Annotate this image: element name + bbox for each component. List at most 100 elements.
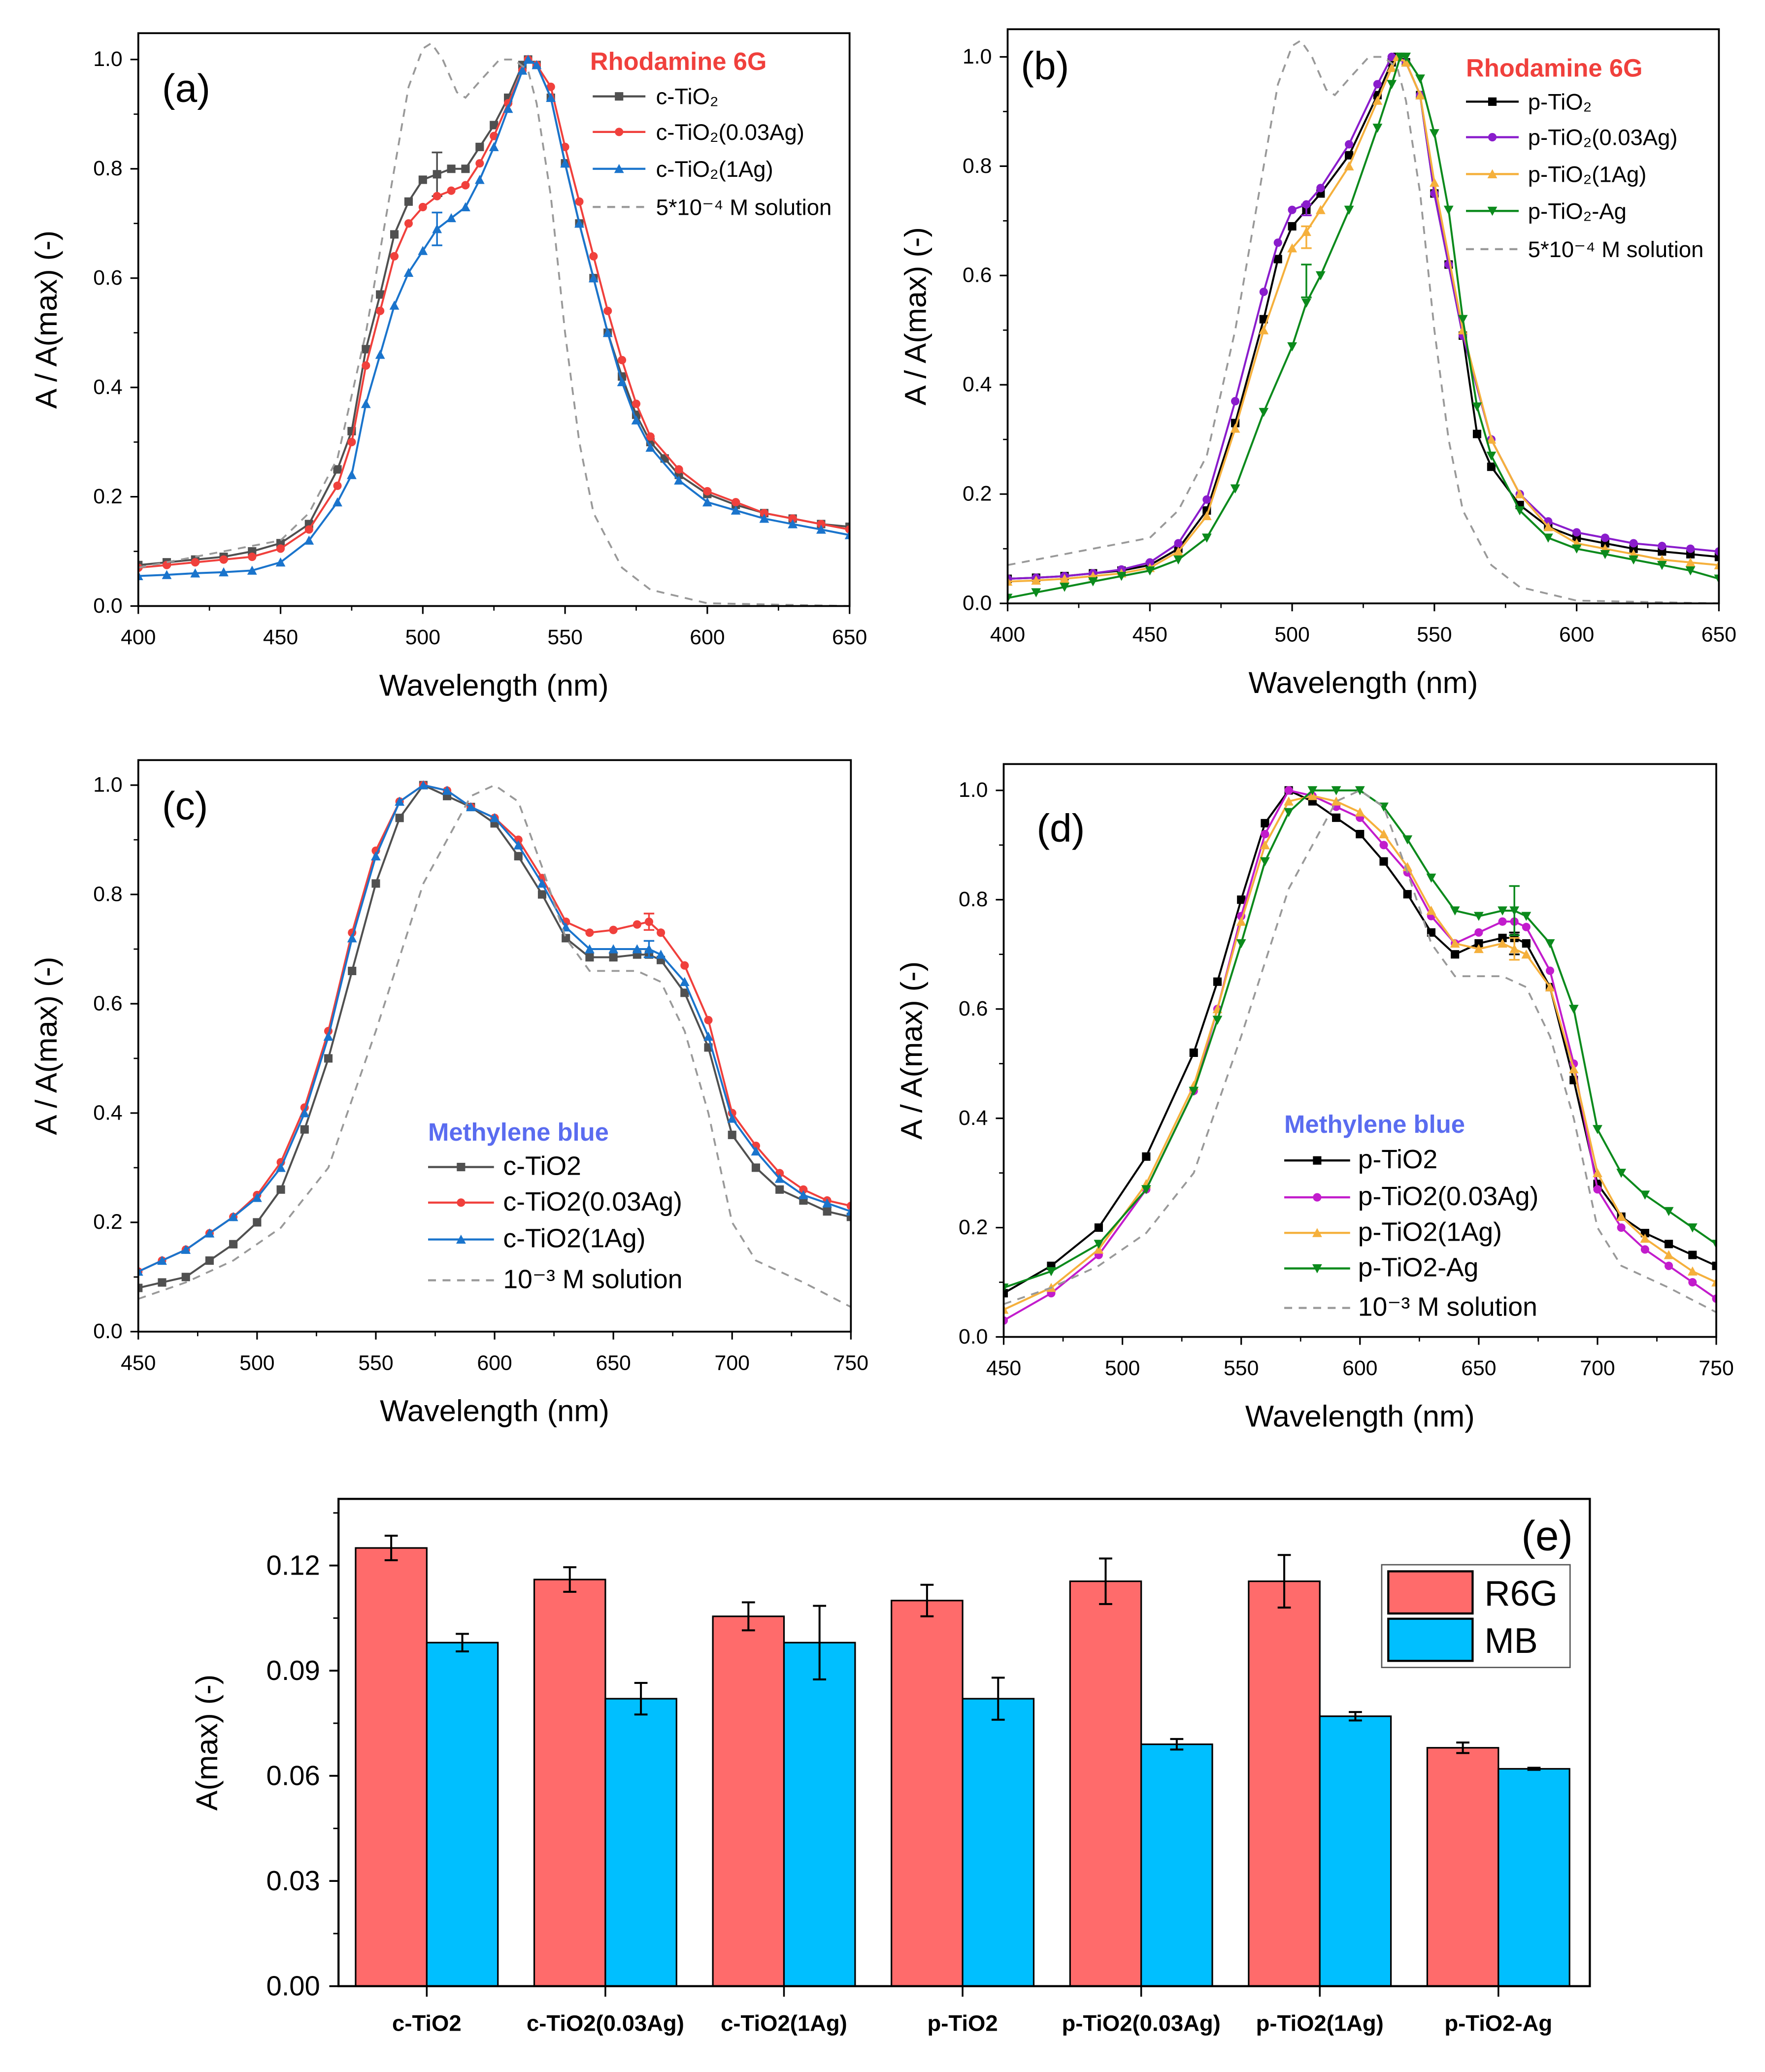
panel-label: (a): [162, 66, 210, 110]
x-tick-label: 550: [358, 1351, 393, 1375]
marker-triangle-down: [1450, 906, 1460, 916]
category-label: p-TiO2(0.03Ag): [1062, 2011, 1220, 2036]
marker-circle: [191, 558, 200, 567]
marker-square: [229, 1240, 238, 1249]
marker-triangle-down: [1402, 835, 1413, 845]
error-bar: [1509, 937, 1520, 961]
marker-circle: [589, 252, 598, 261]
marker-circle: [219, 555, 228, 564]
bar-r6g: [1426, 1742, 1499, 1987]
y-tick-label: 0.4: [963, 373, 992, 396]
marker-triangle-down: [1545, 939, 1555, 949]
legend-label: p-TiO2: [1358, 1145, 1437, 1174]
marker-circle: [1593, 1185, 1602, 1194]
series-line: [138, 784, 851, 1289]
marker-square: [490, 121, 499, 130]
marker-circle: [1658, 542, 1666, 551]
panel-label: (e): [1521, 1513, 1573, 1560]
marker-square: [181, 1273, 190, 1282]
marker-circle: [1600, 533, 1609, 542]
y-tick-label: 1.0: [93, 47, 122, 71]
y-tick-label: 1.0: [959, 778, 988, 802]
legend-swatch: [1387, 1570, 1474, 1615]
marker-triangle-up: [228, 1212, 238, 1221]
marker-triangle-up: [1543, 522, 1553, 531]
legend-label: 10⁻³ M solution: [503, 1265, 682, 1294]
marker-square: [1332, 813, 1341, 822]
marker-triangle-up: [631, 415, 641, 425]
y-tick-label: 0.6: [93, 991, 122, 1015]
series-line: [138, 58, 850, 577]
marker-circle: [1273, 238, 1282, 247]
y-tick-label: 0.00: [266, 1970, 320, 2001]
marker-square: [1665, 1240, 1673, 1249]
marker-triangle-down: [1060, 583, 1069, 592]
y-axis-label: A / A(max) (-): [30, 957, 64, 1135]
marker-triangle-up: [645, 442, 656, 452]
marker-square: [846, 1213, 851, 1221]
marker-square: [1189, 1048, 1198, 1057]
marker-triangle-up: [456, 1234, 466, 1244]
y-tick-label: 0.6: [959, 997, 988, 1020]
y-tick-label: 0.06: [266, 1760, 320, 1791]
marker-triangle-up: [1498, 938, 1507, 948]
marker-triangle-down: [1401, 52, 1411, 62]
marker-triangle-up: [1402, 862, 1413, 871]
marker-circle: [457, 1198, 466, 1207]
series-line: [138, 784, 851, 1308]
bar-mb: [783, 1605, 856, 1987]
marker-triangle-up: [1379, 829, 1389, 839]
marker-square: [775, 1185, 784, 1194]
marker-circle: [362, 361, 370, 370]
x-axis-label: Wavelength (nm): [1245, 1399, 1475, 1433]
marker-square: [1273, 255, 1282, 263]
marker-triangle-down: [1260, 857, 1270, 866]
x-tick-label: 700: [715, 1351, 750, 1375]
plot-frame: [1002, 763, 1717, 1338]
x-tick-label: 550: [547, 625, 582, 649]
marker-circle: [788, 514, 797, 523]
marker-triangle-up: [461, 202, 470, 211]
series-1: [138, 55, 850, 572]
y-axis-label: A(max) (-): [190, 1675, 224, 1811]
marker-triangle-up: [389, 300, 400, 310]
marker-circle: [1345, 140, 1354, 149]
marker-triangle-down: [1657, 560, 1667, 570]
x-axis-label: Wavelength (nm): [1249, 666, 1478, 700]
marker-circle: [845, 525, 850, 534]
marker-triangle-down: [1593, 1125, 1602, 1134]
marker-triangle-up: [1312, 1228, 1322, 1237]
bar-mb: [1319, 1711, 1392, 1987]
error-bar: [643, 940, 655, 958]
marker-triangle-down: [1259, 408, 1269, 417]
marker-triangle-up: [333, 497, 342, 507]
marker-triangle-up: [844, 530, 850, 539]
legend-label: R6G: [1484, 1574, 1557, 1613]
series-line: [1003, 789, 1717, 1294]
marker-triangle-up: [517, 66, 528, 75]
marker-square: [138, 1283, 143, 1292]
bar: [891, 1600, 964, 1987]
marker-triangle-up: [190, 568, 200, 578]
marker-circle: [376, 306, 385, 315]
marker-circle: [447, 186, 456, 195]
marker-triangle-down: [1189, 1086, 1199, 1096]
marker-square: [609, 953, 618, 962]
marker-circle: [1231, 396, 1240, 406]
marker-triangle-up: [219, 567, 229, 577]
marker-triangle-up: [418, 246, 428, 255]
x-tick-label: 600: [1342, 1356, 1377, 1380]
marker-square: [1498, 933, 1507, 942]
marker-circle: [1498, 917, 1507, 926]
marker-triangle-up: [466, 802, 476, 812]
y-tick-label: 0.4: [93, 1101, 122, 1124]
panel-a: 400 450 500 550 600 650 0.0 0.2 0.4 0.6 0.8 1.0 Wave…: [30, 32, 867, 702]
marker-square: [537, 890, 547, 899]
y-tick-label: 0.8: [93, 157, 122, 180]
marker-triangle-up: [674, 475, 684, 485]
marker-square: [418, 175, 427, 184]
marker-circle: [390, 252, 399, 261]
legend-entry: c-TiO₂: [593, 84, 719, 109]
x-tick-label: 650: [1701, 623, 1736, 647]
